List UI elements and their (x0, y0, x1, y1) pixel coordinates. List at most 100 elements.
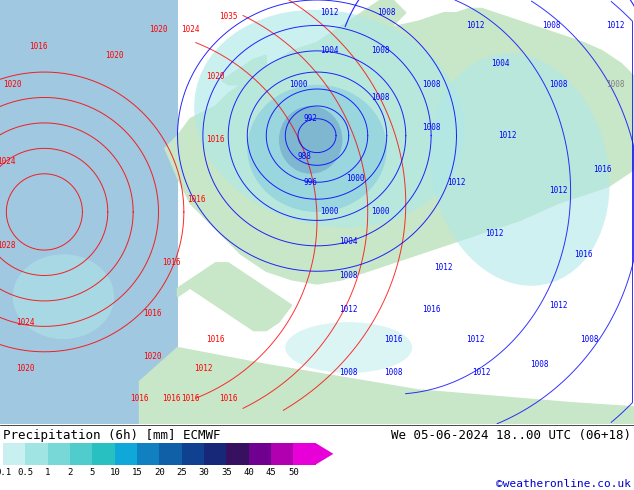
Text: 1000: 1000 (320, 207, 339, 217)
Text: 1: 1 (45, 468, 51, 477)
Text: 1008: 1008 (377, 8, 396, 17)
Text: 0.5: 0.5 (17, 468, 34, 477)
Text: 992: 992 (304, 114, 318, 123)
Text: 1016: 1016 (593, 165, 612, 174)
Text: 1020: 1020 (3, 80, 22, 89)
Text: 45: 45 (266, 468, 276, 477)
Text: 1016: 1016 (130, 394, 149, 403)
Polygon shape (139, 347, 634, 424)
Text: 1008: 1008 (371, 47, 390, 55)
Text: 1008: 1008 (371, 93, 390, 102)
Text: 1008: 1008 (339, 368, 358, 377)
Bar (226, 443, 249, 465)
Text: 1016: 1016 (384, 335, 403, 343)
Text: 1008: 1008 (605, 80, 624, 89)
Text: 1012: 1012 (605, 21, 624, 30)
Bar (25, 443, 48, 465)
Text: 1008: 1008 (384, 368, 403, 377)
Text: Precipitation (6h) [mm] ECMWF: Precipitation (6h) [mm] ECMWF (3, 429, 221, 442)
Bar (294, 443, 316, 465)
Text: 40: 40 (243, 468, 254, 477)
Polygon shape (317, 0, 406, 51)
Text: 1020: 1020 (143, 351, 162, 361)
Polygon shape (165, 8, 634, 284)
Bar (182, 443, 204, 465)
Text: 1035: 1035 (219, 12, 238, 22)
Text: 1012: 1012 (193, 364, 212, 373)
Text: 2: 2 (67, 468, 73, 477)
Text: 1000: 1000 (371, 207, 390, 217)
Text: 1008: 1008 (422, 122, 441, 132)
Text: 1020: 1020 (16, 364, 35, 373)
Text: 1012: 1012 (466, 21, 485, 30)
Bar (0, 0, 178, 424)
Bar (204, 443, 226, 465)
Ellipse shape (279, 106, 342, 174)
Text: 1012: 1012 (498, 131, 517, 140)
Text: 30: 30 (198, 468, 209, 477)
Text: 50: 50 (288, 468, 299, 477)
Text: 1016: 1016 (574, 250, 593, 259)
Text: 1016: 1016 (29, 42, 48, 51)
Ellipse shape (430, 53, 610, 286)
Text: 1008: 1008 (339, 271, 358, 280)
Text: 1016: 1016 (162, 394, 181, 403)
Text: 1016: 1016 (219, 394, 238, 403)
Polygon shape (178, 263, 292, 331)
Bar (48, 443, 70, 465)
Text: ©weatheronline.co.uk: ©weatheronline.co.uk (496, 479, 631, 489)
Text: 1016: 1016 (181, 394, 200, 403)
Text: 1012: 1012 (472, 368, 491, 377)
FancyArrow shape (316, 443, 333, 465)
Text: 1016: 1016 (162, 258, 181, 267)
Text: 10: 10 (110, 468, 120, 477)
Ellipse shape (13, 254, 114, 339)
Text: 1020: 1020 (105, 50, 124, 60)
Text: 25: 25 (176, 468, 187, 477)
Text: 15: 15 (132, 468, 143, 477)
Text: 1004: 1004 (339, 237, 358, 246)
Bar (159, 443, 182, 465)
Bar (70, 443, 93, 465)
Text: 1024: 1024 (16, 318, 35, 327)
Text: 1008: 1008 (580, 335, 599, 343)
Text: 1000: 1000 (346, 173, 365, 182)
Bar (249, 443, 271, 465)
Text: 1020: 1020 (206, 72, 225, 81)
Text: 1012: 1012 (320, 8, 339, 17)
Text: 1016: 1016 (187, 195, 206, 204)
Text: 1012: 1012 (548, 301, 567, 310)
Ellipse shape (247, 85, 387, 212)
Text: 1012: 1012 (339, 305, 358, 314)
Text: 1008: 1008 (422, 80, 441, 89)
Text: 5: 5 (90, 468, 95, 477)
Bar (115, 443, 137, 465)
Text: 1004: 1004 (320, 47, 339, 55)
Text: 1016: 1016 (143, 309, 162, 318)
Text: 35: 35 (221, 468, 231, 477)
Text: 1012: 1012 (434, 263, 453, 271)
Text: We 05-06-2024 18..00 UTC (06+18): We 05-06-2024 18..00 UTC (06+18) (391, 429, 631, 442)
Text: 1012: 1012 (548, 186, 567, 195)
Bar (93, 443, 115, 465)
Ellipse shape (285, 322, 412, 373)
Text: 1020: 1020 (149, 25, 168, 34)
Text: 0.1: 0.1 (0, 468, 11, 477)
Text: 988: 988 (297, 152, 311, 161)
Bar (271, 443, 294, 465)
Text: 996: 996 (304, 178, 318, 187)
Text: 1012: 1012 (485, 229, 504, 238)
Text: 1008: 1008 (542, 21, 561, 30)
Text: 1008: 1008 (548, 80, 567, 89)
Text: 1024: 1024 (0, 157, 16, 166)
Text: 1016: 1016 (422, 305, 441, 314)
Text: 1024: 1024 (181, 25, 200, 34)
Text: 1012: 1012 (447, 178, 466, 187)
Text: 1012: 1012 (466, 335, 485, 343)
Text: 1000: 1000 (288, 80, 307, 89)
Bar (137, 443, 159, 465)
Text: 20: 20 (154, 468, 165, 477)
Text: 1028: 1028 (0, 242, 16, 250)
Text: 1004: 1004 (491, 59, 510, 68)
Text: 1016: 1016 (206, 335, 225, 343)
